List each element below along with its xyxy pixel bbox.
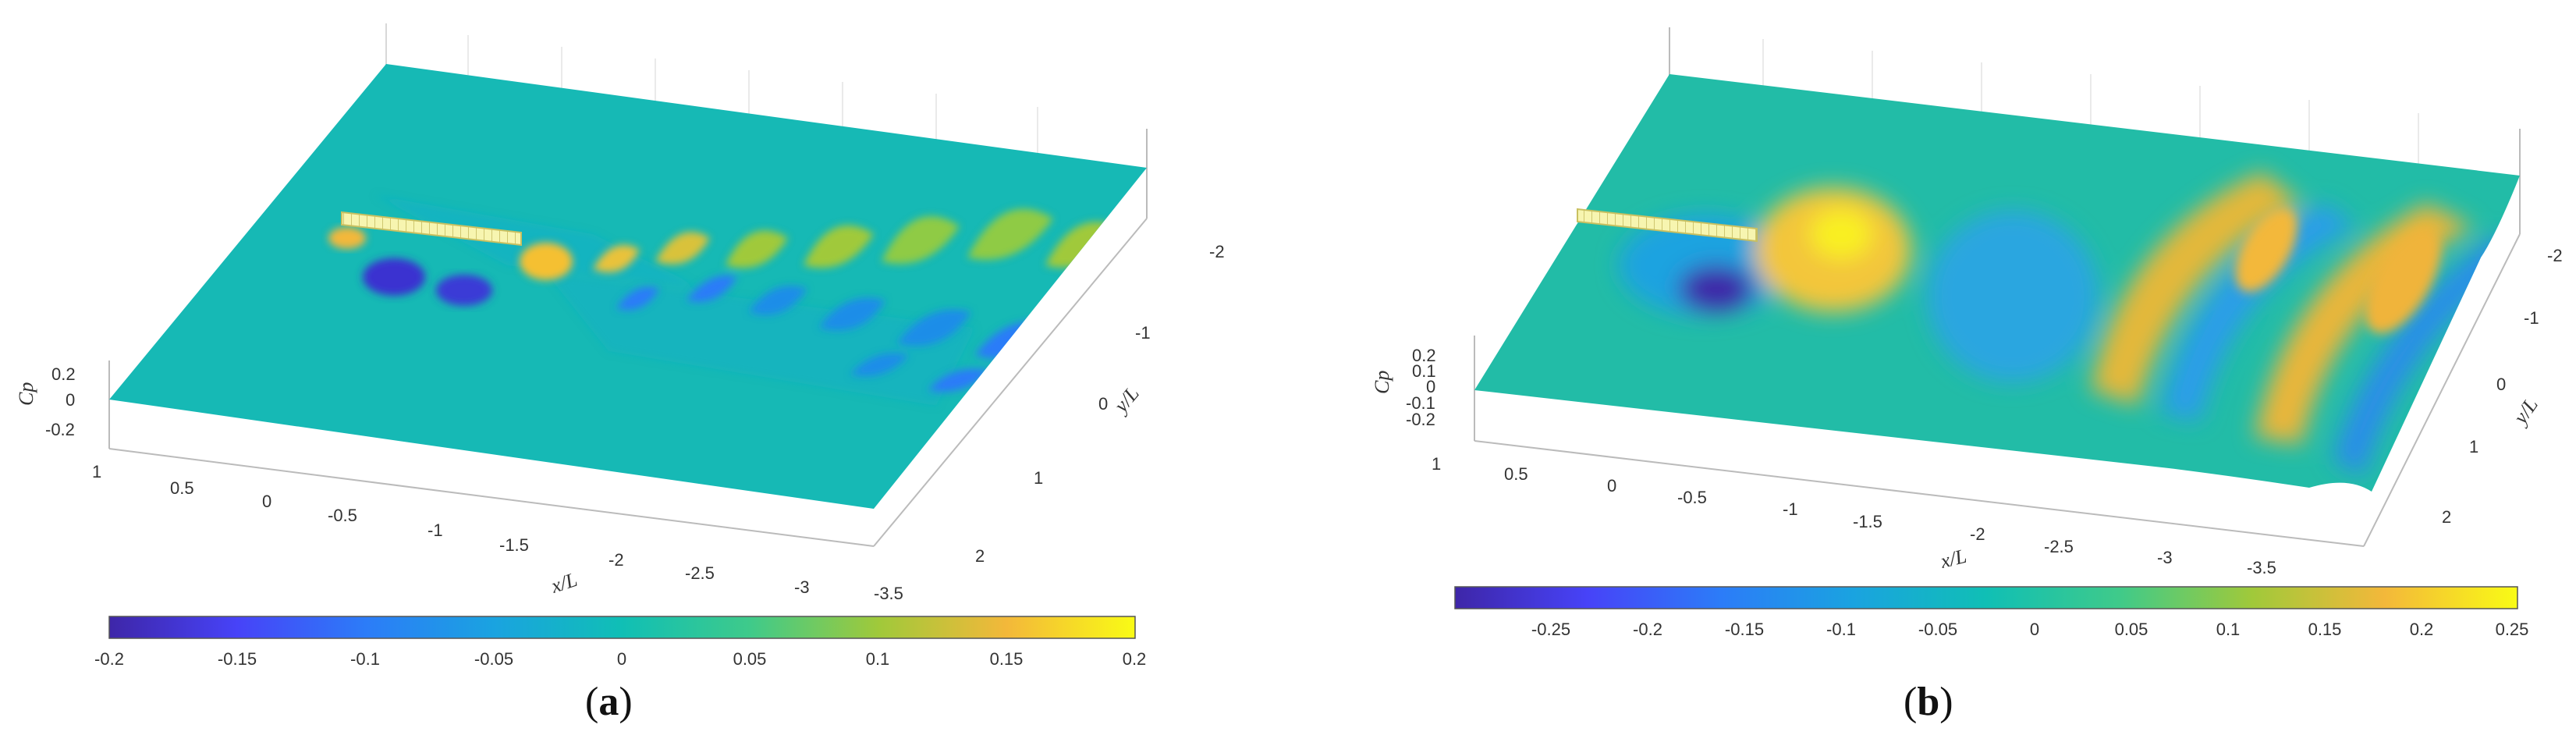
wave-crest-1-b xyxy=(2091,172,2301,406)
z-tick-b-0: 0.2 xyxy=(1412,346,1436,365)
y-tick-b-2: 0 xyxy=(2496,375,2506,394)
cbar-tick-a-4: 0 xyxy=(617,649,626,669)
z-axis-a: Cp 0.2 0 -0.2 xyxy=(15,364,76,439)
cbar-tick-b-9: 0.2 xyxy=(2410,620,2434,639)
y-tick-a-2: 0 xyxy=(1098,394,1108,414)
y-tick-a-3: 1 xyxy=(1034,468,1043,488)
z-tick-a-2: -0.2 xyxy=(45,420,75,439)
cbar-tick-a-0: -0.2 xyxy=(94,649,124,669)
panel-label-b: (b) xyxy=(1904,679,1953,725)
label-open-a: ( xyxy=(585,680,599,724)
cbar-tick-a-2: -0.1 xyxy=(350,649,380,669)
x-tick-a-4: -1 xyxy=(428,520,443,540)
label-letter-b: b xyxy=(1917,680,1940,724)
pressure-surface-a xyxy=(109,64,1147,509)
x-tick-a-2: 0 xyxy=(262,492,271,511)
z-tick-a-0: 0.2 xyxy=(51,364,76,384)
label-letter-a: a xyxy=(598,680,619,724)
colorbar-b: -0.25 -0.2 -0.15 -0.1 -0.05 0 0.05 0.1 0… xyxy=(1454,586,2529,639)
ship-hull-a xyxy=(341,211,522,247)
y-tick-b-4: 2 xyxy=(2442,507,2451,527)
cbar-tick-b-3: -0.1 xyxy=(1826,620,1856,639)
cbar-tick-a-7: 0.15 xyxy=(990,649,1024,669)
cbar-tick-a-3: -0.05 xyxy=(474,649,513,669)
x-tick-a-8: -3 xyxy=(794,577,810,597)
x-tick-b-1: 0.5 xyxy=(1504,464,1528,484)
label-close-a: ) xyxy=(619,680,633,724)
label-close-b: ) xyxy=(1939,680,1953,724)
colorbar-a: -0.2 -0.15 -0.1 -0.05 0 0.05 0.1 0.15 0.… xyxy=(94,616,1146,669)
x-tick-a-9: -3.5 xyxy=(874,584,903,603)
pressure-surface-b xyxy=(1474,74,2520,492)
y-tick-a-0: -2 xyxy=(1209,242,1225,261)
z-tick-b-4: -0.2 xyxy=(1406,410,1435,429)
cbar-tick-b-0: -0.25 xyxy=(1531,620,1570,639)
y-axis-label-a: y/L xyxy=(1108,382,1144,418)
y-tick-b-1: -1 xyxy=(2524,308,2539,328)
cbar-tick-b-6: 0.05 xyxy=(2115,620,2148,639)
z-tick-a-1: 0 xyxy=(66,390,75,410)
panel-label-a: (a) xyxy=(585,679,633,725)
x-tick-b-0: 1 xyxy=(1432,454,1441,474)
y-tick-a-1: -1 xyxy=(1135,323,1151,343)
kelvin-wake-a xyxy=(593,208,1123,392)
x-axis-label-b: x/L xyxy=(1937,545,1968,573)
y-tick-b-0: -2 xyxy=(2547,246,2563,265)
x-tick-a-7: -2.5 xyxy=(685,563,715,583)
z-tick-b-2: 0 xyxy=(1426,377,1435,396)
cbar-tick-b-5: 0 xyxy=(2030,620,2039,639)
y-tick-b-3: 1 xyxy=(2469,437,2478,456)
y-tick-a-4: 2 xyxy=(975,546,985,566)
cbar-tick-a-1: -0.15 xyxy=(218,649,257,669)
panel-a: Cp 0.2 0 -0.2 1 0.5 0 -0.5 -1 -1.5 -2 -2… xyxy=(0,0,1279,749)
stern-high-pressure-a xyxy=(520,243,573,280)
z-axis-b: Cp 0.2 0.1 0 -0.1 -0.2 xyxy=(1371,346,1436,429)
x-tick-a-6: -2 xyxy=(609,550,624,570)
x-tick-b-5: -1.5 xyxy=(1853,512,1882,531)
low-pressure-spot-1-a xyxy=(363,258,425,296)
z-tick-b-1: 0.1 xyxy=(1412,361,1436,381)
x-tick-a-0: 1 xyxy=(92,462,101,481)
cbar-tick-a-6: 0.1 xyxy=(866,649,890,669)
cbar-tick-b-8: 0.15 xyxy=(2308,620,2342,639)
low-pressure-trough-b xyxy=(1679,265,1754,312)
x-axis-b: 1 0.5 0 -0.5 -1 -1.5 -2 -2.5 -3 -3.5 x/L xyxy=(1432,454,2276,577)
y-axis-label-b: y/L xyxy=(2507,394,2542,430)
x-tick-b-8: -3 xyxy=(2157,548,2173,567)
cbar-tick-b-4: -0.05 xyxy=(1918,620,1957,639)
x-tick-b-3: -0.5 xyxy=(1677,488,1707,507)
cbar-tick-b-1: -0.2 xyxy=(1633,620,1662,639)
cbar-tick-b-7: 0.1 xyxy=(2216,620,2241,639)
surface-plot-a: Cp 0.2 0 -0.2 1 0.5 0 -0.5 -1 -1.5 -2 -2… xyxy=(15,23,1225,669)
surface-plot-b: Cp 0.2 0.1 0 -0.1 -0.2 1 0.5 0 -0.5 -1 -… xyxy=(1371,27,2563,639)
wave-crest-2-b xyxy=(2255,203,2473,445)
x-tick-b-6: -2 xyxy=(1970,524,1985,544)
z-axis-label-b: Cp xyxy=(1371,371,1393,394)
ship-hull-b xyxy=(1577,208,1758,243)
cbar-tick-a-5: 0.05 xyxy=(733,649,767,669)
cbar-tick-a-8: 0.2 xyxy=(1123,649,1147,669)
low-pressure-spot-2-a xyxy=(436,275,492,306)
x-axis-label-a: x/L xyxy=(548,568,580,598)
bow-high-pressure-a xyxy=(328,227,366,249)
x-tick-a-3: -0.5 xyxy=(328,506,357,525)
panel-b: Cp 0.2 0.1 0 -0.1 -0.2 1 0.5 0 -0.5 -1 -… xyxy=(1295,0,2576,749)
z-tick-b-3: -0.1 xyxy=(1406,393,1435,413)
cbar-tick-b-10: 0.25 xyxy=(2496,620,2529,639)
x-tick-b-7: -2.5 xyxy=(2044,537,2074,556)
z-axis-label-a: Cp xyxy=(15,382,37,406)
x-tick-b-9: -3.5 xyxy=(2247,558,2276,577)
x-tick-b-2: 0 xyxy=(1607,476,1616,495)
x-tick-b-4: -1 xyxy=(1783,499,1798,519)
x-tick-a-5: -1.5 xyxy=(499,535,529,555)
x-tick-a-1: 0.5 xyxy=(170,478,194,498)
cbar-tick-b-2: -0.15 xyxy=(1725,620,1764,639)
label-open-b: ( xyxy=(1904,680,1918,724)
